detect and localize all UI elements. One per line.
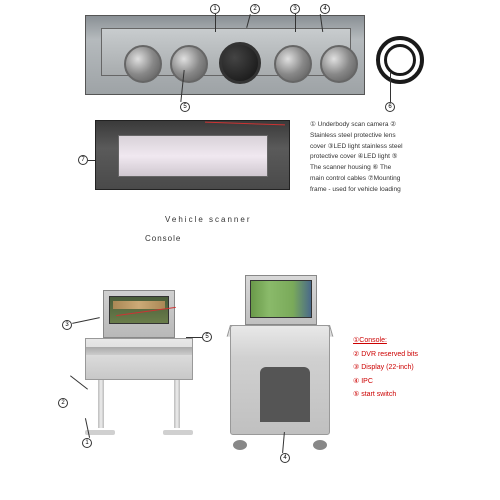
callout: 7 (78, 155, 88, 165)
scanner-frame-image (95, 120, 290, 190)
callout: 4 (320, 4, 330, 14)
scanner-plate (101, 28, 351, 76)
console-left-image (75, 290, 195, 450)
scanner-lens (274, 45, 312, 83)
legend-title: ①Console: (353, 335, 418, 348)
legend-line: frame - used for vehicle loading (310, 185, 430, 195)
console-legs (90, 380, 188, 435)
legend-line: protective cover ④LED light ⑤ (310, 152, 430, 162)
callout: 2 (250, 4, 260, 14)
vehicle-scanner-title: Vehicle scanner (165, 215, 251, 224)
legend-item: ⑤ start switch (353, 389, 418, 402)
scanner-lens (320, 45, 358, 83)
console-cabinet (85, 338, 193, 380)
console-monitor (245, 275, 317, 325)
callout: 2 (58, 398, 68, 408)
console-title: Console (145, 234, 181, 243)
console-cutout (260, 367, 310, 422)
legend-line: cover ③LED light stainless steel (310, 142, 430, 152)
legend-item: ③ Display (22-inch) (353, 362, 418, 375)
callout: 3 (290, 4, 300, 14)
scanner-top-image (85, 15, 365, 95)
cable-coil (376, 36, 424, 84)
scanner-lens (170, 45, 208, 83)
console-legend: ①Console: ② DVR reserved bits ③ Display … (353, 335, 418, 403)
callout: 1 (210, 4, 220, 14)
legend-line: ① Underbody scan camera ② (310, 120, 430, 130)
legend-line: Stainless steel protective lens (310, 131, 430, 141)
scanner-window (118, 135, 268, 177)
legend-item: ② DVR reserved bits (353, 349, 418, 362)
legend-line: main control cables ⑦Mounting (310, 174, 430, 184)
legend-line: The scanner housing ⑥ The (310, 163, 430, 173)
callout: 6 (385, 102, 395, 112)
scanner-center-lens (219, 42, 261, 84)
console-screen (250, 280, 312, 318)
callout: 5 (202, 332, 212, 342)
callout: 4 (280, 453, 290, 463)
callout: 1 (82, 438, 92, 448)
scanner-lens (124, 45, 162, 83)
legend-item: ④ IPC (353, 376, 418, 389)
console-right-image (225, 275, 335, 450)
callout: 5 (180, 102, 190, 112)
console-monitor (103, 290, 175, 338)
callout: 3 (62, 320, 72, 330)
scanner-legend: ① Underbody scan camera ② Stainless stee… (310, 120, 430, 195)
